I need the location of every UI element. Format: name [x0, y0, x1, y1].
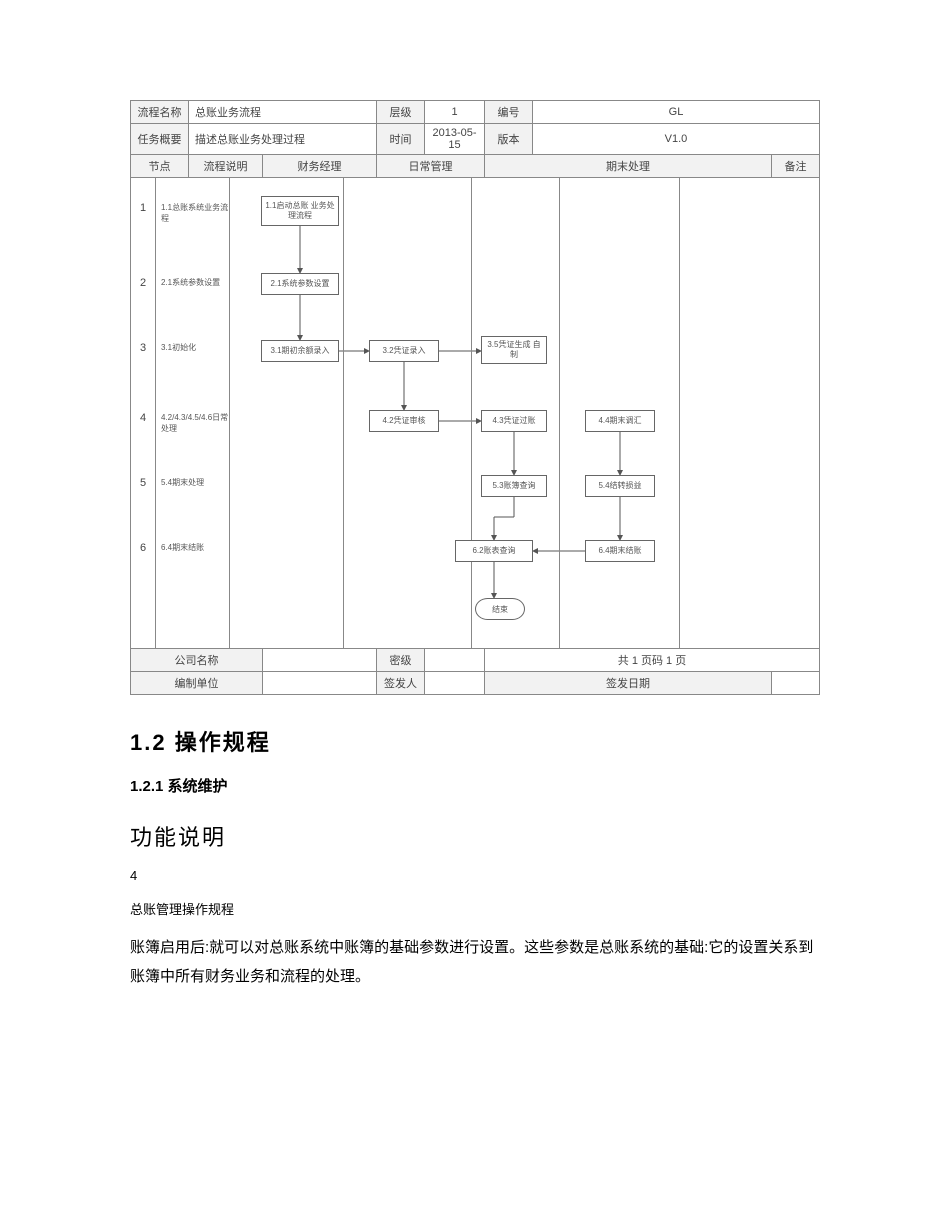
value-time: 2013-05-15 — [425, 124, 485, 155]
document-page: 流程名称 总账业务流程 层级 1 编号 GL 任务概要 描述总账业务处理过程 时… — [0, 0, 950, 1205]
row-number: 2 — [131, 277, 155, 289]
row-description: 2.1系统参数设置 — [159, 277, 229, 288]
row-description: 6.4期末结账 — [159, 542, 229, 553]
label-procname: 流程名称 — [131, 101, 189, 124]
table-row: 1 1.1总账系统业务流程 2 2.1系统参数设置 3 3.1初始化 4 4.2/4.3/4.… — [131, 178, 820, 649]
col-node: 节点 — [131, 155, 189, 178]
flowchart-canvas: 1 1.1总账系统业务流程 2 2.1系统参数设置 3 3.1初始化 4 4.2/4.3/4.… — [131, 178, 819, 648]
heading-1-2-1: 1.2.1 系统维护 — [130, 775, 820, 796]
column-separator — [343, 178, 344, 648]
value-company — [263, 649, 377, 672]
col-desc: 流程说明 — [189, 155, 263, 178]
row-description: 5.4期末处理 — [159, 477, 229, 488]
label-unit: 编制单位 — [131, 672, 263, 695]
flowchart-cell: 1 1.1总账系统业务流程 2 2.1系统参数设置 3 3.1初始化 4 4.2/4.3/4.… — [131, 178, 820, 649]
heading-function: 功能说明 — [130, 820, 820, 852]
column-separator — [471, 178, 472, 648]
col-fm: 财务经理 — [263, 155, 377, 178]
flow-node: 4.2凭证审核 — [369, 410, 439, 432]
process-framework-table: 流程名称 总账业务流程 层级 1 编号 GL 任务概要 描述总账业务处理过程 时… — [130, 100, 820, 695]
column-separator — [229, 178, 230, 648]
label-secret: 密级 — [377, 649, 425, 672]
flow-edges — [131, 178, 819, 648]
column-separator — [155, 178, 156, 648]
flow-node: 5.3账簿查询 — [481, 475, 547, 497]
flow-node: 3.2凭证录入 — [369, 340, 439, 362]
column-separator — [559, 178, 560, 648]
value-level: 1 — [425, 101, 485, 124]
flow-node: 6.2账表查询 — [455, 540, 533, 562]
col-term: 期末处理 — [485, 155, 772, 178]
flow-node: 5.4结转损益 — [585, 475, 655, 497]
value-version: V1.0 — [533, 124, 820, 155]
row-description: 4.2/4.3/4.5/4.6日常处理 — [159, 412, 229, 434]
flow-node: 3.5凭证生成 自制 — [481, 336, 547, 364]
label-version: 版本 — [485, 124, 533, 155]
label-code: 编号 — [485, 101, 533, 124]
row-description: 1.1总账系统业务流程 — [159, 202, 229, 224]
col-daily: 日常管理 — [377, 155, 485, 178]
flow-node: 2.1系统参数设置 — [261, 273, 339, 295]
row-number: 3 — [131, 342, 155, 354]
heading-1-2: 1.2 操作规程 — [130, 725, 820, 757]
page-number: 4 — [130, 868, 820, 883]
row-number: 4 — [131, 412, 155, 424]
table-row: 编制单位 签发人 签发日期 — [131, 672, 820, 695]
flow-node: 4.4期末调汇 — [585, 410, 655, 432]
flow-node: 1.1启动总账 业务处理流程 — [261, 196, 339, 226]
label-time: 时间 — [377, 124, 425, 155]
value-signer — [425, 672, 485, 695]
col-note: 备注 — [772, 155, 820, 178]
value-secret — [425, 649, 485, 672]
table-row: 任务概要 描述总账业务处理过程 时间 2013-05-15 版本 V1.0 — [131, 124, 820, 155]
flow-node: 3.1期初余额录入 — [261, 340, 339, 362]
row-description: 3.1初始化 — [159, 342, 229, 353]
label-level: 层级 — [377, 101, 425, 124]
label-signer: 签发人 — [377, 672, 425, 695]
value-pageinfo: 共 1 页码 1 页 — [485, 649, 820, 672]
flow-node: 6.4期末结账 — [585, 540, 655, 562]
label-signdate: 签发日期 — [485, 672, 772, 695]
label-task: 任务概要 — [131, 124, 189, 155]
paragraph-body: 账簿启用后:就可以对总账系统中账簿的基础参数进行设置。这些参数是总账系统的基础:… — [130, 934, 820, 991]
column-separator — [679, 178, 680, 648]
table-row: 节点 流程说明 财务经理 日常管理 期末处理 备注 — [131, 155, 820, 178]
row-number: 1 — [131, 202, 155, 214]
label-company: 公司名称 — [131, 649, 263, 672]
running-head: 总账管理操作规程 — [130, 899, 820, 918]
table-row: 公司名称 密级 共 1 页码 1 页 — [131, 649, 820, 672]
row-number: 6 — [131, 542, 155, 554]
flow-node: 4.3凭证过账 — [481, 410, 547, 432]
value-task: 描述总账业务处理过程 — [189, 124, 377, 155]
flow-terminator: 结束 — [475, 598, 525, 620]
value-code: GL — [533, 101, 820, 124]
row-number: 5 — [131, 477, 155, 489]
value-procname: 总账业务流程 — [189, 101, 377, 124]
value-signdate — [772, 672, 820, 695]
value-unit — [263, 672, 377, 695]
table-row: 流程名称 总账业务流程 层级 1 编号 GL — [131, 101, 820, 124]
